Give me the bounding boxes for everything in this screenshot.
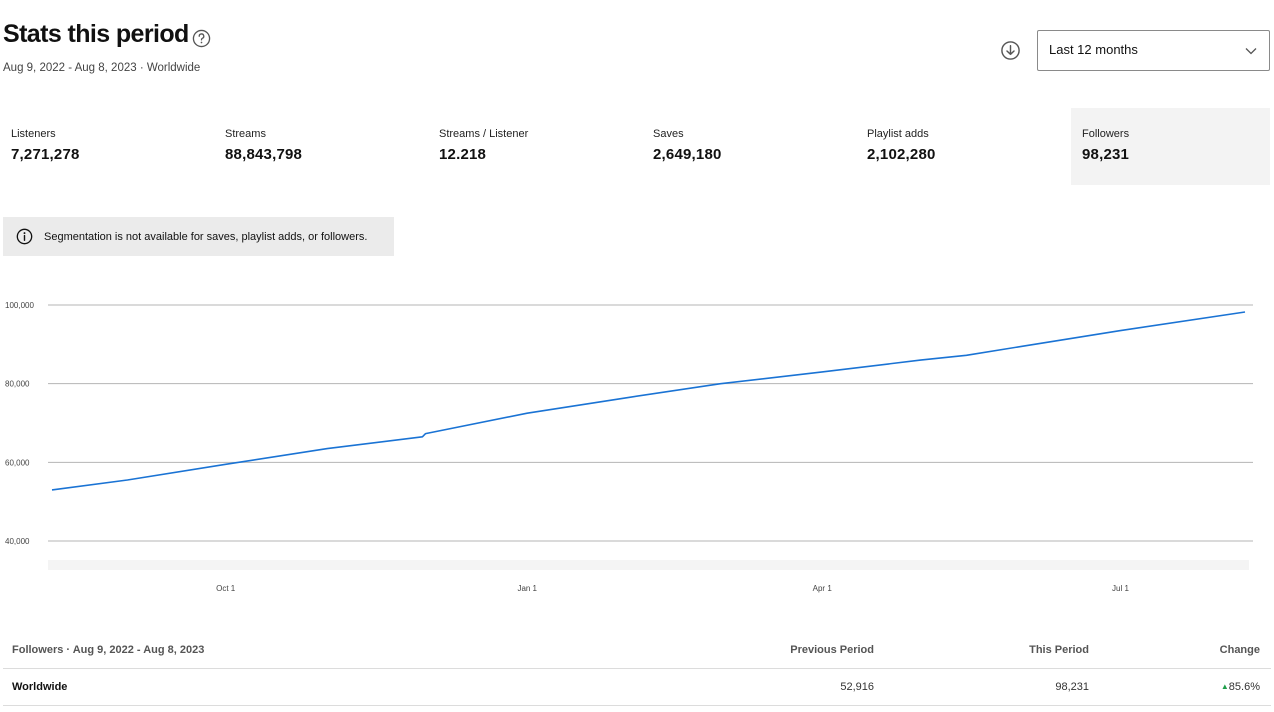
table-title: Followers · Aug 9, 2022 - Aug 8, 2023 [12,644,205,656]
help-icon[interactable] [192,29,211,48]
column-header-change: Change [1219,644,1260,656]
stat-value: 98,231 [1082,146,1130,163]
period-select[interactable]: Last 12 months [1037,30,1270,71]
trend-up-icon: ▲ [1220,682,1229,691]
stat-playlist-adds[interactable]: Playlist adds 2,102,280 [856,108,1070,185]
page-title: Stats this period [3,20,189,48]
notice-text: Segmentation is not available for saves,… [44,231,368,243]
x-tick-label: Oct 1 [216,584,236,593]
stat-value: 7,271,278 [11,146,80,163]
x-axis-band [48,560,1249,570]
stat-value: 2,649,180 [653,146,722,163]
period-select-value: Last 12 months [1049,42,1138,57]
stat-value: 2,102,280 [867,146,936,163]
stat-listeners[interactable]: Listeners 7,271,278 [0,108,214,185]
download-icon[interactable] [1000,40,1021,61]
table-divider [3,705,1271,706]
stat-followers[interactable]: Followers 98,231 [1071,108,1270,185]
change-value: 85.6% [1228,681,1260,693]
stat-label: Listeners [11,128,56,140]
y-tick-label: 80,000 [5,380,30,389]
x-tick-label: Jul 1 [1112,584,1129,593]
stat-value: 88,843,798 [225,146,303,163]
stat-label: Streams [225,128,266,140]
previous-cell: 52,916 [840,681,874,693]
stats-row: Listeners 7,271,278 Streams 88,843,798 S… [0,108,1274,185]
chevron-down-icon [1245,48,1257,55]
stat-label: Saves [653,128,684,140]
y-tick-label: 40,000 [5,537,30,546]
column-header-previous: Previous Period [790,644,874,656]
series-line [51,311,1246,491]
stat-label: Playlist adds [867,128,929,140]
x-tick-label: Apr 1 [813,584,833,593]
stat-label: Streams / Listener [439,128,529,140]
column-header-current: This Period [1029,644,1089,656]
stat-saves[interactable]: Saves 2,649,180 [642,108,856,185]
stat-streams-per-listener[interactable]: Streams / Listener 12.218 [428,108,642,185]
y-tick-label: 60,000 [5,458,30,467]
period-subtitle: Aug 9, 2022 - Aug 8, 2023 · Worldwide [3,62,201,74]
stat-streams[interactable]: Streams 88,843,798 [214,108,428,185]
segmentation-notice: Segmentation is not available for saves,… [3,217,394,256]
stat-label: Followers [1082,128,1130,140]
info-icon [16,228,33,245]
stat-value: 12.218 [439,146,487,163]
x-tick-label: Jan 1 [517,584,537,593]
change-cell: ▲85.6% [1221,681,1260,693]
region-cell: Worldwide [12,681,68,693]
y-tick-label: 100,000 [5,301,34,310]
followers-chart: 40,000 60,000 80,000 100,000 Oct 1 Jan 1 Apr 1… [5,301,1253,593]
table-divider [3,668,1271,669]
current-cell: 98,231 [1055,681,1089,693]
